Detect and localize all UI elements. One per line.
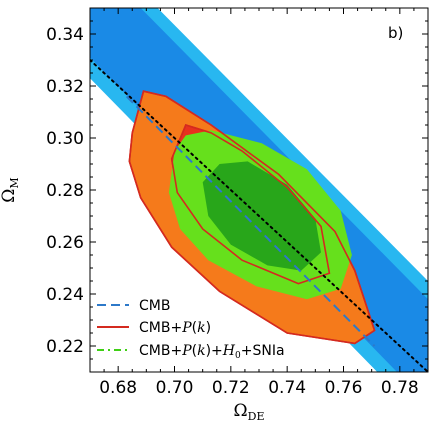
x-tick-label: 0.68 [99,378,137,398]
flatness-line [90,59,428,372]
x-tick-label: 0.74 [268,378,306,398]
cmb-pk-contour-outer-line [128,90,376,345]
y-tick-label: 0.34 [46,25,84,45]
x-tick-label: 0.70 [156,378,194,398]
cmb-pk-h0-snia-contour-inner [202,161,321,271]
x-axis-title-subscript: DE [248,410,265,423]
cmb-pk-contour-inner-line [170,124,331,285]
y-tick-label: 0.30 [46,129,84,149]
y-axis-title-symbol: Ω [0,189,19,203]
x-tick-label: 0.78 [381,378,419,398]
legend-label-cmb: CMB [139,298,170,314]
x-axis-title-symbol: Ω [234,401,248,421]
axis-ticks: 0.68 0.70 0.72 0.74 0.76 0.78 0.22 0.24 0.26 0.28… [46,8,428,398]
cmb-dashed-line [125,95,376,347]
y-tick-label: 0.24 [46,285,84,305]
y-tick-label: 0.32 [46,77,84,97]
panel-label: b) [388,24,403,42]
legend-label-cmb-pk: CMB+P(k) [139,320,211,336]
plot-area [90,8,428,372]
legend: CMB CMB+P(k) CMB+P(k)+H0+SNIa [97,298,285,361]
y-axis-title: ΩM [0,177,21,202]
x-axis-title: ΩDE [234,401,265,423]
y-tick-label: 0.22 [46,337,84,357]
legend-label-cmb-pk-h0-snia: CMB+P(k)+H0+SNIa [139,343,285,361]
y-axis-title-subscript: M [8,177,21,188]
x-tick-label: 0.72 [212,378,250,398]
y-tick-label: 0.26 [46,233,84,253]
y-tick-label: 0.28 [46,181,84,201]
x-tick-label: 0.76 [325,378,363,398]
